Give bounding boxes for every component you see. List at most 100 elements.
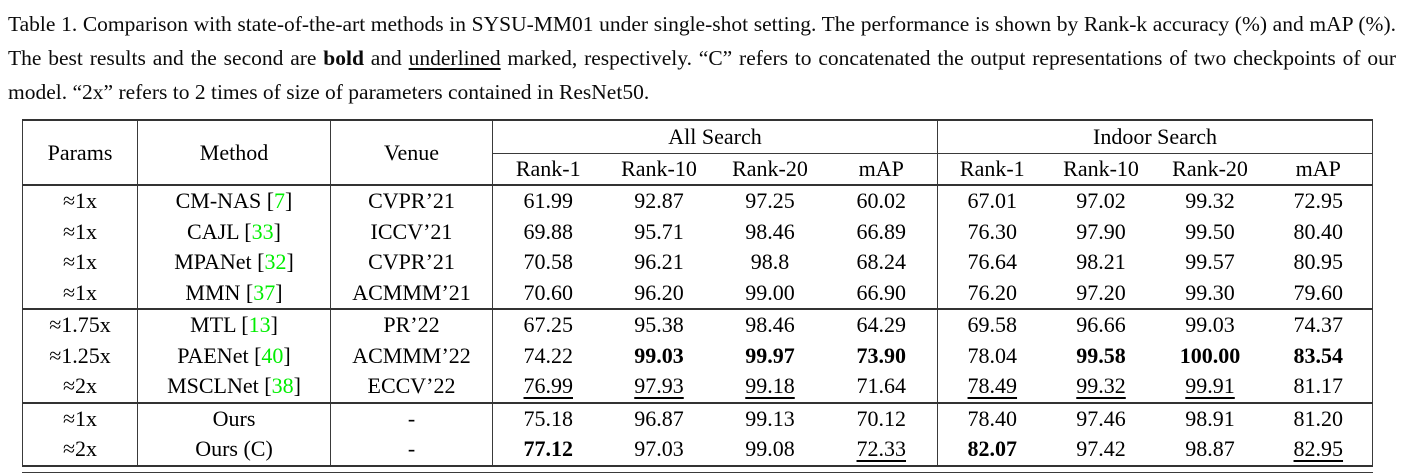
venue-cell: ACMMM’21: [330, 277, 493, 309]
cite-bracket-close: ]: [273, 218, 281, 244]
cite-bracket-open: [: [266, 188, 275, 213]
method-cell: MTL [13]: [137, 308, 331, 341]
value-cell-indoor-2: 99.57: [1185, 249, 1235, 274]
venue-cell: ECCV’22: [330, 371, 493, 403]
subheader-indoor-rank1: Rank-1: [937, 153, 1047, 186]
table-row: ≈1x MPANet [32] CVPR’21 70.58 96.21 98.8 68.24…: [22, 247, 1373, 278]
cite-bracket-close: ]: [286, 249, 294, 274]
venue-cell: -: [330, 434, 493, 467]
cite-bracket-open: [: [241, 312, 249, 337]
value-cell-indoor-3: 83.54: [1293, 342, 1344, 368]
method-cell: Ours (C): [137, 434, 331, 467]
value-cell-indoor-2: 100.00: [1179, 342, 1241, 368]
cite-bracket-open: [: [244, 218, 252, 244]
venue-cell: CVPR’21: [330, 185, 493, 217]
value-cell-all-0: 67.25: [492, 308, 604, 341]
results-table: Params Method Venue All Search Indoor Se…: [22, 119, 1374, 467]
value-cell-indoor-0: 78.40: [937, 401, 1047, 434]
method-cell: MMN [37]: [137, 277, 331, 309]
method-name: CAJL: [187, 218, 239, 244]
value-cell-all-3: 73.90: [825, 340, 939, 371]
params-cell: ≈1x: [22, 185, 138, 217]
params-cell: ≈2x: [22, 371, 138, 403]
cite-bracket-close: ]: [293, 373, 301, 398]
value-cell-all-0: 70.60: [523, 279, 574, 305]
value-cell-all-1: 99.03: [634, 342, 684, 368]
method-cell: MSCLNet [38]: [137, 371, 331, 403]
method-cell: Ours: [137, 401, 331, 434]
citation-number: 13: [248, 312, 271, 337]
value-cell-indoor-3: 72.95: [1293, 188, 1344, 213]
subheader-all-map: mAP: [825, 153, 939, 186]
method-cell: MPANet [32]: [137, 247, 331, 278]
group-header-indoor-search: Indoor Search: [937, 119, 1373, 154]
value-cell-all-0: 69.88: [523, 218, 574, 244]
value-cell-indoor-1: 99.32: [1076, 373, 1126, 398]
subheader-all-rank20: Rank-20: [714, 153, 826, 186]
method-name: CM-NAS: [175, 188, 262, 213]
value-cell-indoor-1: 98.21: [1076, 249, 1126, 274]
method-name: MTL: [190, 312, 236, 337]
cite-bracket-close: ]: [275, 279, 283, 305]
value-cell-all-0: 74.22: [523, 342, 574, 368]
value-cell-all-1: 92.87: [634, 188, 684, 213]
params-cell: ≈1x: [22, 401, 138, 434]
caption-underlined-word: underlined: [408, 46, 501, 70]
subheader-indoor-rank20: Rank-20: [1155, 153, 1265, 186]
params-cell: ≈1x: [22, 247, 138, 278]
value-cell-all-1: 95.38: [603, 308, 715, 341]
method-cell: CAJL [33]: [137, 216, 331, 247]
subheader-indoor-map: mAP: [1264, 153, 1373, 186]
value-cell-indoor-3: 80.95: [1293, 249, 1344, 274]
header-group-row: Params Method Venue All Search Indoor Se…: [22, 119, 1373, 186]
citation-number: 7: [274, 188, 286, 213]
value-cell-indoor-1: 96.66: [1046, 308, 1156, 341]
table-row: ≈1.25x PAENet [40] ACMMM’22 74.22 99.03 99.97…: [22, 340, 1373, 371]
table-row: ≈1x CM-NAS [7] CVPR’21 61.99 92.87 97.25 60.02…: [22, 185, 1373, 217]
caption-segment: and: [363, 46, 409, 70]
venue-cell: PR’22: [330, 308, 493, 341]
venue-cell: ACMMM’22: [330, 340, 493, 371]
results-table-wrapper: Params Method Venue All Search Indoor Se…: [22, 119, 1374, 473]
group-header-all-search: All Search: [492, 119, 939, 154]
value-cell-indoor-3: 74.37: [1264, 308, 1373, 341]
value-cell-all-3: 68.24: [825, 247, 939, 278]
value-cell-indoor-2: 99.50: [1185, 218, 1235, 244]
caption-segment: Table 1. Comparison with state-of-the-ar…: [8, 12, 1396, 70]
cite-bracket-close: ]: [285, 188, 293, 213]
value-cell-indoor-0: 76.20: [967, 279, 1018, 305]
value-cell-all-0: 61.99: [523, 188, 574, 213]
value-cell-all-1: 97.03: [603, 434, 715, 467]
citation-number: 33: [251, 218, 274, 244]
value-cell-all-1: 96.20: [634, 279, 684, 305]
value-cell-indoor-3: 79.60: [1293, 279, 1344, 305]
value-cell-indoor-0: 67.01: [967, 188, 1018, 213]
value-cell-indoor-2: 99.32: [1185, 188, 1235, 213]
table-row: ≈2x Ours (C) -77.12 97.03 99.08 72.33 82.07 97.…: [22, 434, 1373, 467]
table-row: ≈2x MSCLNet [38] ECCV’22 76.99 97.93 99.18 71.…: [22, 371, 1373, 403]
cite-bracket-close: ]: [270, 312, 278, 337]
method-name: MSCLNet: [167, 373, 259, 398]
venue-cell: ICCV’21: [330, 216, 493, 247]
table-row: ≈1.75x MTL [13] PR’22 67.25 95.38 98.46 64.29 6…: [22, 308, 1373, 341]
method-name: MMN: [185, 279, 241, 305]
value-cell-all-2: 99.18: [745, 373, 795, 398]
value-cell-all-3: 60.02: [825, 185, 939, 217]
subheader-all-rank1: Rank-1: [492, 153, 604, 186]
table-caption: Table 1. Comparison with state-of-the-ar…: [0, 0, 1405, 109]
caption-segment: marked, respectively. “C” refers to conc…: [8, 46, 1396, 104]
value-cell-indoor-0: 76.30: [967, 218, 1018, 244]
value-cell-indoor-1: 99.58: [1076, 342, 1126, 368]
method-name: Ours (C): [195, 436, 273, 461]
subheader-indoor-rank10: Rank-10: [1046, 153, 1156, 186]
venue-cell: CVPR’21: [330, 247, 493, 278]
method-cell: PAENet [40]: [137, 340, 331, 371]
value-cell-indoor-3: 80.40: [1293, 218, 1344, 244]
value-cell-indoor-3: 81.20: [1264, 401, 1373, 434]
venue-cell: -: [330, 401, 493, 434]
value-cell-indoor-1: 97.46: [1046, 401, 1156, 434]
table-row: ≈1x CAJL [33] ICCV’21 69.88 95.71 98.46 66.89 7…: [22, 216, 1373, 247]
value-cell-all-2: 98.46: [745, 218, 795, 244]
value-cell-all-0: 76.99: [523, 373, 574, 398]
col-header-params: Params: [22, 119, 138, 186]
